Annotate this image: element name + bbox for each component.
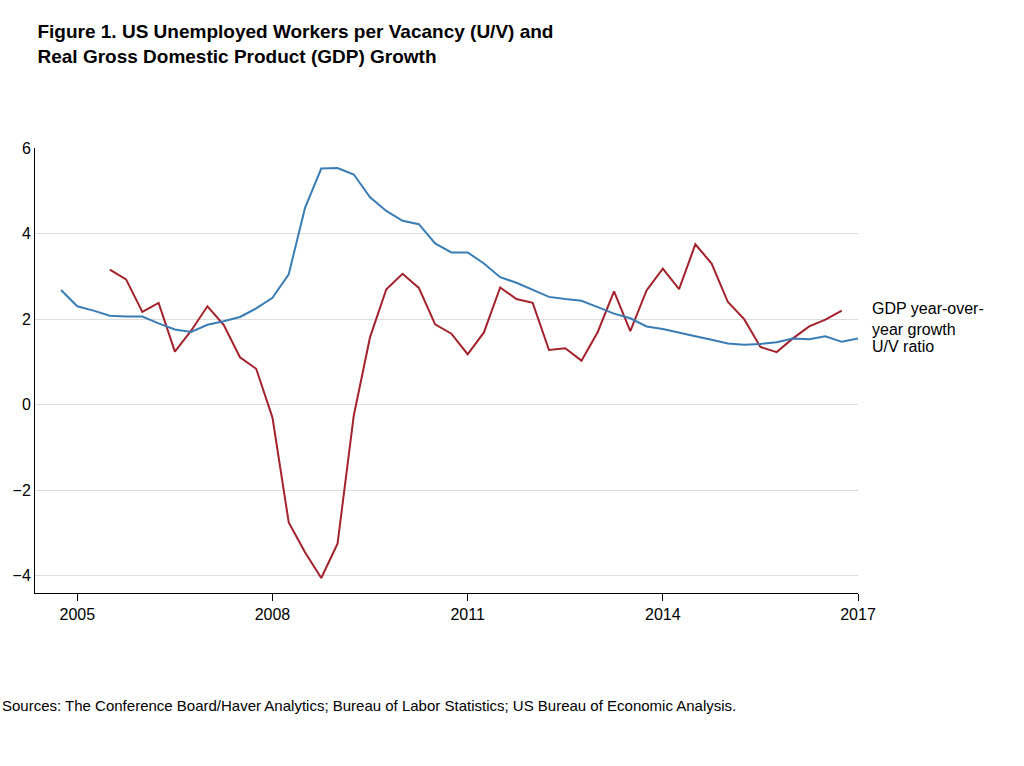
svg-text:2017: 2017 [840,606,876,623]
svg-text:2005: 2005 [59,606,95,623]
svg-text:GDP year-over-year growth: GDP year-over-year growth [872,300,984,338]
svg-text:−4: −4 [13,567,31,584]
svg-text:2: 2 [22,311,31,328]
svg-text:2011: 2011 [450,606,485,623]
svg-text:−2: −2 [13,482,31,499]
svg-text:Figure 1. US Unemployed Worker: Figure 1. US Unemployed Workers per Vaca… [37,21,553,67]
svg-text:U/V ratio: U/V ratio [872,338,934,355]
svg-text:6: 6 [22,140,31,157]
svg-text:4: 4 [22,225,31,242]
svg-text:Sources: The Conference Board/: Sources: The Conference Board/Haver Anal… [2,697,736,714]
svg-text:2008: 2008 [255,606,291,623]
svg-text:0: 0 [22,396,31,413]
svg-text:2014: 2014 [645,606,681,623]
